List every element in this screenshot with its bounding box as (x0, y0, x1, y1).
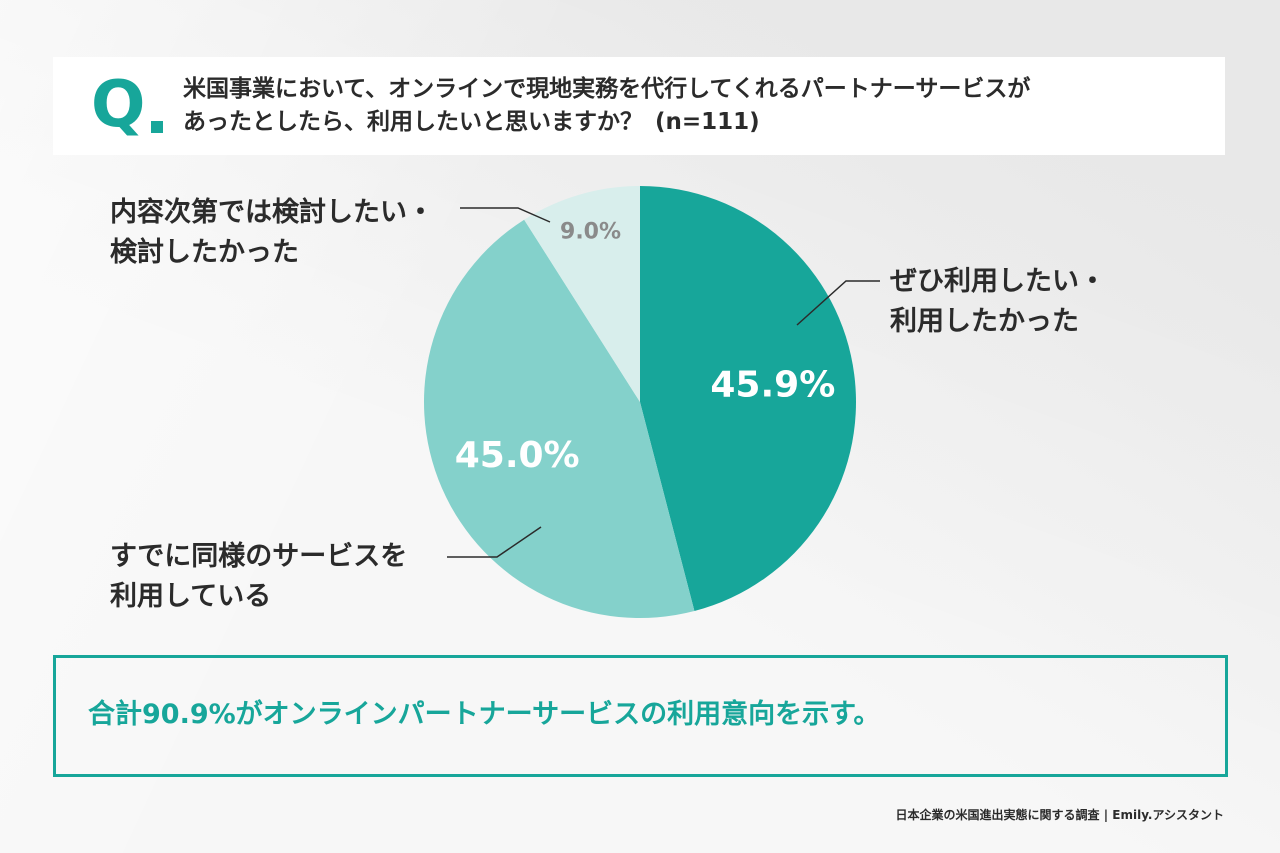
question-text: 米国事業において、オンラインで現地実務を代行してくれるパートナーサービスが あっ… (183, 73, 1030, 139)
label-slice-3-line-1: 内容次第では検討したい・ (110, 197, 434, 228)
footer-credit: 日本企業の米国進出実態に関する調査 | Emily.アシスタント (895, 808, 1224, 822)
q-mark: Q (91, 68, 146, 142)
data-label-slice-2: 45.0% (455, 435, 580, 476)
summary-text: 合計90.9%がオンラインパートナーサービスの利用意向を示す。 (88, 699, 881, 730)
question-line-2: あったとしたら、利用したいと思いますか？ (n=111) (183, 106, 1030, 139)
data-label-slice-1: 45.9% (710, 364, 835, 405)
leader-line-slice-3 (460, 207, 551, 223)
q-dot (151, 121, 163, 133)
question-line-1: 米国事業において、オンラインで現地実務を代行してくれるパートナーサービスが (183, 76, 1031, 102)
label-slice-2: すでに同様のサービスを 利用している (110, 537, 407, 617)
label-slice-2-line-1: すでに同様のサービスを (110, 541, 408, 572)
label-slice-3: 内容次第では検討したい・ 検討したかった (110, 193, 434, 273)
question-line-2-text: あったとしたら、利用したいと思いますか？ (183, 109, 643, 135)
leader-line-slice-2 (447, 526, 542, 558)
label-slice-1-line-2: 利用したかった (890, 306, 1079, 337)
pie-slice-1 (640, 186, 856, 612)
data-label-slice-3: 9.0% (560, 219, 621, 244)
leader-line-slice-1 (796, 280, 880, 326)
summary-box: 合計90.9%がオンラインパートナーサービスの利用意向を示す。 (53, 655, 1228, 777)
pie-slice-2 (424, 219, 695, 618)
question-box: Q 米国事業において、オンラインで現地実務を代行してくれるパートナーサービスが … (53, 57, 1225, 155)
label-slice-1: ぜひ利用したい・ 利用したかった (890, 262, 1106, 342)
label-slice-2-line-2: 利用している (110, 581, 272, 612)
label-slice-1-line-1: ぜひ利用したい・ (890, 266, 1106, 297)
sample-size: (n=111) (655, 109, 760, 135)
label-slice-3-line-2: 検討したかった (110, 237, 299, 268)
pie-slice-3 (524, 186, 640, 402)
